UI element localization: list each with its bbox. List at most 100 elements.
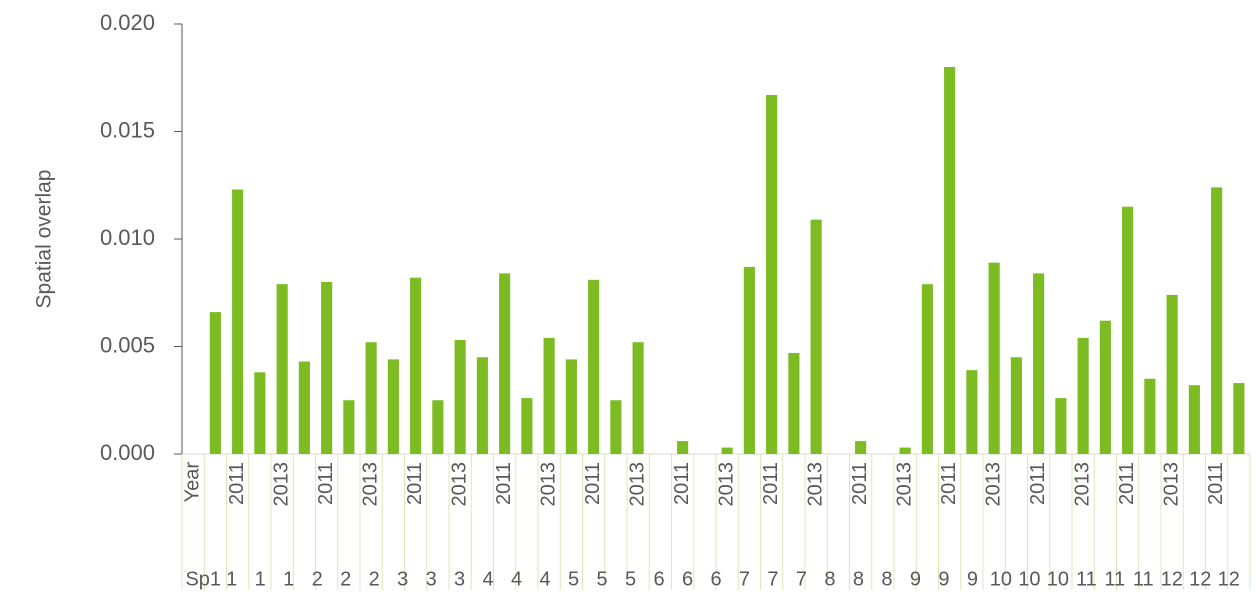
species-label: 2 [369, 568, 380, 590]
bar [721, 447, 733, 454]
bar [1233, 383, 1245, 454]
x-tick-label: 2011 [849, 462, 871, 505]
bar [1010, 357, 1022, 454]
x-tick-label: 2013 [1071, 462, 1093, 507]
species-label: 6 [710, 568, 721, 590]
bar [521, 398, 533, 454]
species-label: 2 [312, 568, 323, 590]
species-label: 7 [796, 568, 807, 590]
species-label: 8 [824, 568, 835, 590]
species-label: 7 [739, 568, 750, 590]
species-label: 10 [1018, 568, 1040, 590]
species-label: 6 [682, 568, 693, 590]
bar [1077, 337, 1089, 454]
bar [476, 357, 488, 454]
bar [432, 400, 444, 454]
species-label: 2 [340, 568, 351, 590]
x-tick-label: 2011 [226, 462, 248, 505]
x-tick-label: 2011 [760, 462, 782, 505]
bar [565, 359, 577, 454]
bar [810, 219, 822, 454]
bar [766, 94, 778, 454]
x-tick-label: 2013 [893, 462, 915, 507]
bar [1144, 378, 1156, 454]
bar [209, 312, 221, 454]
bar [1166, 294, 1178, 454]
y-tick-label: 0.020 [100, 10, 155, 35]
x-tick-label: 2013 [448, 462, 470, 507]
y-tick-label: 0.010 [100, 225, 155, 250]
bar [632, 342, 644, 454]
bar [1188, 385, 1200, 454]
bar [1055, 398, 1067, 454]
species-label: 10 [990, 568, 1012, 590]
bar [921, 284, 933, 454]
bar [365, 342, 377, 454]
bar [232, 189, 244, 455]
bar [966, 370, 978, 454]
y-axis-title: Spatial overlap [33, 170, 56, 309]
species-label: 11 [1133, 568, 1154, 590]
x-tick-label: 2011 [1116, 462, 1138, 505]
bar [1122, 206, 1134, 454]
bar [855, 441, 867, 454]
x-tick-label: 2011 [404, 462, 426, 505]
bar [743, 266, 755, 454]
species-label: 8 [853, 568, 864, 590]
bar [677, 441, 689, 454]
bar [1099, 320, 1111, 454]
species-label: 12 [1189, 568, 1211, 590]
x-tick-label: 2011 [671, 462, 693, 505]
bar [343, 400, 355, 454]
species-label: 5 [568, 568, 579, 590]
bar [276, 284, 288, 454]
species-label: 5 [596, 568, 607, 590]
species-label: 6 [653, 568, 664, 590]
bar [298, 361, 310, 454]
species-label: 4 [511, 568, 522, 590]
species-label: 4 [483, 568, 494, 590]
bar [788, 352, 800, 454]
bar [543, 337, 555, 454]
x-tick-label: 2013 [804, 462, 826, 507]
species-label: 9 [910, 568, 921, 590]
species-label: 11 [1104, 568, 1125, 590]
x-tick-label: 2013 [537, 462, 559, 507]
species-label: 1 [226, 568, 237, 590]
species-label: 10 [1047, 568, 1069, 590]
y-tick-label: 0.000 [100, 440, 155, 465]
x-tick-label: 2013 [982, 462, 1004, 507]
x-tick-label: 2013 [359, 462, 381, 507]
species-label: 9 [967, 568, 978, 590]
bar [899, 447, 911, 454]
species-label: 5 [625, 568, 636, 590]
species-label: 3 [454, 568, 465, 590]
bar [254, 372, 266, 454]
x-tick-label: 2013 [270, 462, 292, 507]
species-label: 7 [767, 568, 778, 590]
species-label: 11 [1076, 568, 1097, 590]
x-tick-label: 2011 [493, 462, 515, 505]
bar [454, 340, 466, 454]
species-label: 12 [1218, 568, 1240, 590]
bar [1211, 187, 1223, 454]
bar [610, 400, 622, 454]
bar [387, 359, 399, 454]
x-tick-label: 2013 [626, 462, 648, 507]
species-label: 1 [255, 568, 266, 590]
x-tick-label: Year [181, 462, 203, 503]
species-label: 12 [1161, 568, 1183, 590]
bar [499, 273, 511, 454]
x-tick-label: 2011 [1205, 462, 1227, 505]
y-tick-label: 0.005 [100, 332, 155, 357]
species-label: 4 [540, 568, 551, 590]
species-label: 3 [397, 568, 408, 590]
x-tick-label: 2011 [315, 462, 337, 505]
x-tick-label: 2013 [715, 462, 737, 507]
bar [588, 279, 600, 454]
species-label: 8 [881, 568, 892, 590]
x-tick-label: 2013 [1160, 462, 1182, 507]
species-label: 3 [426, 568, 437, 590]
